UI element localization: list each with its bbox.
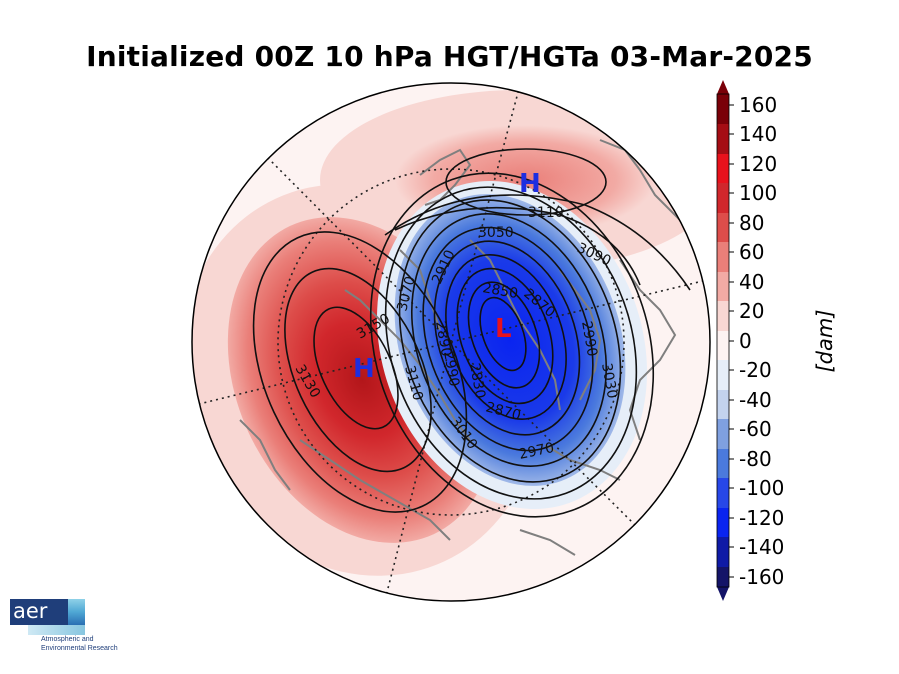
- colorbar-segment: [717, 478, 729, 508]
- logo-text-line2: Environmental Research: [41, 645, 118, 652]
- contour-label: 2830: [466, 362, 488, 400]
- high-center-label-north: H: [519, 169, 541, 199]
- colorbar-segment: [717, 213, 729, 242]
- map-boundary: [191, 82, 711, 602]
- colorbar-tick-label: 140: [739, 122, 777, 146]
- colorbar-ticks: [729, 104, 734, 578]
- colorbar-segment: [717, 242, 729, 272]
- colorbar-tick-label: -100: [739, 476, 784, 500]
- colorbar-tick-label: -80: [739, 447, 772, 471]
- high-center-label-west: H: [353, 354, 375, 384]
- colorbar-tick-label: 20: [739, 299, 764, 323]
- colorbar-segment: [717, 94, 729, 124]
- contour-label: 2850: [481, 280, 519, 302]
- contour-label: 2990: [578, 320, 600, 358]
- logo-color-bars: [68, 599, 85, 625]
- contour-label: 3050: [478, 225, 514, 241]
- logo-text-line1: Atmospheric and: [41, 636, 94, 643]
- aer-logo: aer Atmospheric and Environmental Resear…: [10, 599, 140, 659]
- colorbar-tick-label: -60: [739, 417, 772, 441]
- colorbar-max-extension: [717, 80, 729, 94]
- colorbar-segment: [717, 301, 729, 331]
- map-title: Initialized 00Z 10 hPa HGT/HGTa 03-Mar-2…: [86, 40, 813, 73]
- logo-color-strip: [28, 625, 85, 635]
- colorbar-tick-label: 40: [739, 270, 764, 294]
- height-contours: [252, 148, 691, 518]
- colorbar: 160 140 120 100 80 60 40 20 0 -20 -40 -6…: [716, 80, 837, 601]
- colorbar-segment: [717, 331, 729, 360]
- low-center-label: L: [495, 314, 512, 344]
- colorbar-segment: [717, 449, 729, 478]
- colorbar-segment: [717, 272, 729, 301]
- colorbar-segment: [717, 567, 729, 587]
- colorbar-tick-label: -40: [739, 388, 772, 412]
- colorbar-tick-label: 120: [739, 152, 777, 176]
- logo-text: Atmospheric and Environmental Research: [41, 635, 118, 653]
- contour-label: 2990: [440, 350, 462, 388]
- colorbar-min-extension: [717, 587, 729, 601]
- colorbar-tick-label: -120: [739, 506, 784, 530]
- colorbar-tick-label: 100: [739, 181, 777, 205]
- contour-label: 2970: [518, 440, 556, 463]
- colorbar-segment: [717, 419, 729, 449]
- colorbar-segment: [717, 183, 729, 213]
- contour-label: 2890: [432, 320, 454, 358]
- colorbar-tick-label: 60: [739, 240, 764, 264]
- map-disc: [192, 83, 710, 601]
- colorbar-tick-label: 160: [739, 93, 777, 117]
- colorbar-segment: [717, 508, 729, 537]
- colorbar-unit-label: [dam]: [813, 309, 837, 372]
- contour-label: 3030: [598, 362, 620, 400]
- colorbar-tick-label: -140: [739, 535, 784, 559]
- colorbar-segment: [717, 537, 729, 567]
- colorbar-tick-label: 80: [739, 211, 764, 235]
- colorbar-tick-label: 0: [739, 329, 752, 353]
- colorbar-segment: [717, 360, 729, 390]
- colorbar-segment: [717, 154, 729, 183]
- colorbar-segment: [717, 390, 729, 419]
- low-anomaly: [394, 194, 626, 486]
- colorbar-segment: [717, 124, 729, 154]
- colorbar-tick-label: -160: [739, 565, 784, 589]
- colorbar-tick-label: -20: [739, 358, 772, 382]
- contour-label: 3110: [528, 205, 564, 221]
